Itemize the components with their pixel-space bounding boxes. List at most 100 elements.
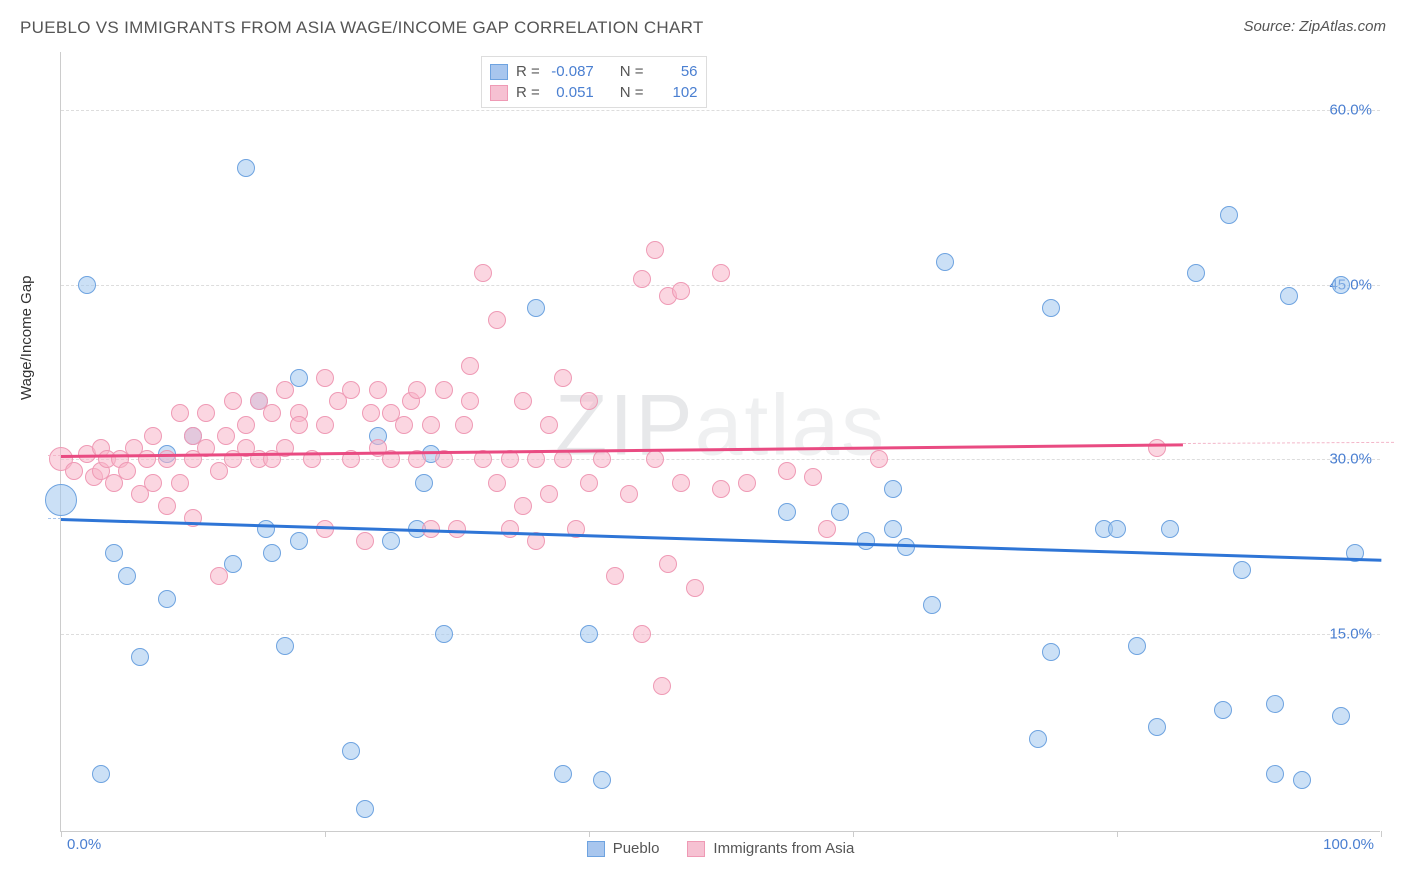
legend-label: Pueblo <box>613 840 660 857</box>
scatter-point <box>65 462 83 480</box>
x-tick <box>1117 831 1118 837</box>
scatter-point <box>1220 206 1238 224</box>
scatter-point <box>435 381 453 399</box>
gridline <box>61 110 1380 111</box>
scatter-point <box>633 270 651 288</box>
x-tick <box>589 831 590 837</box>
scatter-point <box>1332 276 1350 294</box>
scatter-point <box>276 637 294 655</box>
scatter-point <box>316 520 334 538</box>
scatter-point <box>936 253 954 271</box>
scatter-point <box>712 480 730 498</box>
legend-item: Pueblo <box>587 840 660 857</box>
y-tick-label: 60.0% <box>1329 102 1372 119</box>
scatter-point <box>131 648 149 666</box>
stats-n-value: 102 <box>652 84 698 101</box>
stats-r-value: 0.051 <box>548 84 594 101</box>
scatter-point <box>712 264 730 282</box>
plot-area: ZIPatlas R =-0.087N =56R =0.051N =102 0.… <box>60 52 1380 832</box>
legend-label: Immigrants from Asia <box>713 840 854 857</box>
scatter-point <box>171 474 189 492</box>
scatter-point <box>144 474 162 492</box>
scatter-point <box>672 282 690 300</box>
scatter-point <box>672 474 690 492</box>
scatter-point <box>276 381 294 399</box>
scatter-point <box>105 544 123 562</box>
scatter-point <box>606 567 624 585</box>
chart-container: Wage/Income Gap ZIPatlas R =-0.087N =56R… <box>50 50 1390 850</box>
y-tick-label: 15.0% <box>1329 626 1372 643</box>
scatter-point <box>382 532 400 550</box>
scatter-point <box>620 485 638 503</box>
stats-n-label: N = <box>620 84 644 101</box>
scatter-point <box>356 800 374 818</box>
x-tick <box>853 831 854 837</box>
scatter-point <box>45 484 77 516</box>
scatter-point <box>1029 730 1047 748</box>
scatter-point <box>514 497 532 515</box>
gridline <box>61 285 1380 286</box>
scatter-point <box>158 497 176 515</box>
scatter-point <box>804 468 822 486</box>
scatter-point <box>593 450 611 468</box>
scatter-point <box>290 532 308 550</box>
scatter-point <box>884 520 902 538</box>
x-tick <box>1381 831 1382 837</box>
stats-r-label: R = <box>516 84 540 101</box>
scatter-point <box>514 392 532 410</box>
stats-r-value: -0.087 <box>548 63 594 80</box>
scatter-point <box>540 416 558 434</box>
scatter-point <box>342 381 360 399</box>
scatter-point <box>290 416 308 434</box>
y-tick-label: 30.0% <box>1329 451 1372 468</box>
scatter-point <box>527 299 545 317</box>
source-text: Source: ZipAtlas.com <box>1243 18 1386 35</box>
scatter-point <box>1187 264 1205 282</box>
scatter-point <box>1148 439 1166 457</box>
scatter-point <box>831 503 849 521</box>
scatter-point <box>653 677 671 695</box>
scatter-point <box>580 392 598 410</box>
stats-r-label: R = <box>516 63 540 80</box>
scatter-point <box>1128 637 1146 655</box>
scatter-point <box>92 765 110 783</box>
scatter-point <box>488 311 506 329</box>
bottom-legend: Pueblo Immigrants from Asia <box>61 840 1380 857</box>
gridline <box>61 634 1380 635</box>
scatter-point <box>263 404 281 422</box>
scatter-point <box>461 357 479 375</box>
scatter-point <box>1280 287 1298 305</box>
scatter-point <box>686 579 704 597</box>
x-tick <box>325 831 326 837</box>
scatter-point <box>778 462 796 480</box>
scatter-point <box>1332 707 1350 725</box>
scatter-point <box>1108 520 1126 538</box>
scatter-point <box>1266 765 1284 783</box>
scatter-point <box>415 474 433 492</box>
scatter-point <box>1161 520 1179 538</box>
scatter-point <box>923 596 941 614</box>
scatter-point <box>171 404 189 422</box>
scatter-point <box>210 567 228 585</box>
stats-row: R = 0.051 N = 102 <box>490 82 698 103</box>
scatter-point <box>197 404 215 422</box>
scatter-point <box>237 159 255 177</box>
scatter-point <box>593 771 611 789</box>
legend-swatch <box>587 841 605 857</box>
stats-row: R =-0.087N =56 <box>490 61 698 82</box>
trend-line-dashed <box>48 455 61 456</box>
scatter-point <box>884 480 902 498</box>
scatter-point <box>633 625 651 643</box>
scatter-point <box>217 427 235 445</box>
scatter-point <box>501 520 519 538</box>
scatter-point <box>144 427 162 445</box>
scatter-point <box>540 485 558 503</box>
scatter-point <box>118 462 136 480</box>
legend-item: Immigrants from Asia <box>687 840 854 857</box>
scatter-point <box>554 369 572 387</box>
scatter-point <box>461 392 479 410</box>
scatter-point <box>857 532 875 550</box>
scatter-point <box>362 404 380 422</box>
scatter-point <box>118 567 136 585</box>
scatter-point <box>870 450 888 468</box>
